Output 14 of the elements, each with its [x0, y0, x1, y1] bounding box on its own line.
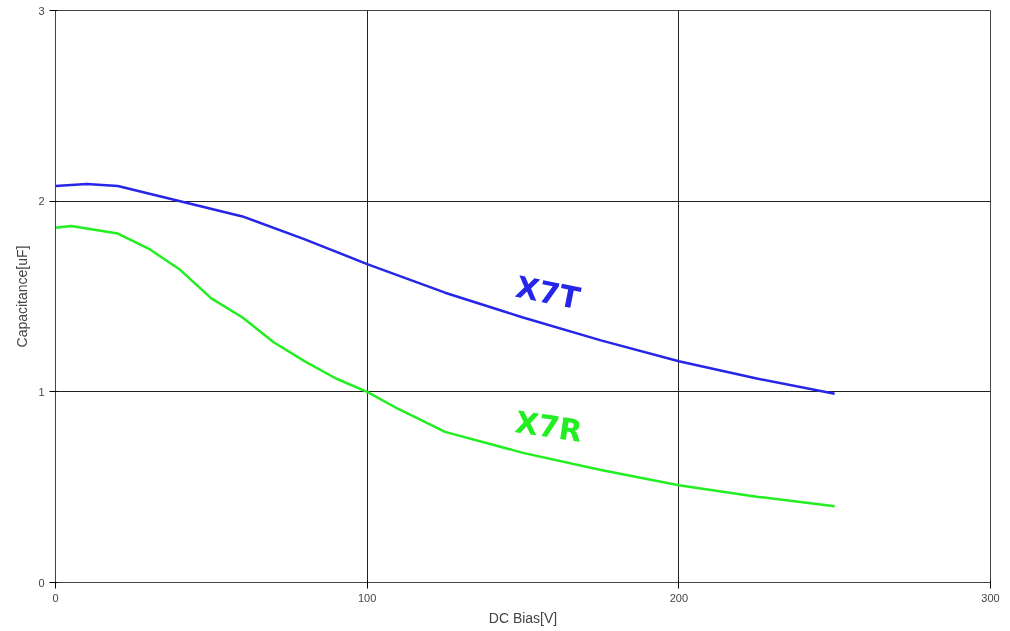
y-tick-label: 1	[38, 385, 45, 398]
y-tick-label: 2	[38, 195, 45, 208]
x-tick-label: 0	[52, 591, 59, 604]
x-tick-label: 100	[357, 591, 377, 604]
line-series	[55, 224, 836, 508]
y-axis-title: Capacitance[uF]	[14, 245, 31, 348]
x-axis-title: DC Bias[V]	[488, 609, 558, 626]
text: X7R	[513, 404, 585, 449]
x-tick-label: 300	[981, 591, 1000, 604]
y-tick-label: 3	[38, 4, 45, 17]
x-tick-label: 200	[669, 591, 689, 604]
y-tick-label: 0	[38, 576, 45, 589]
line-series	[55, 182, 836, 395]
text: X7T	[513, 269, 584, 317]
